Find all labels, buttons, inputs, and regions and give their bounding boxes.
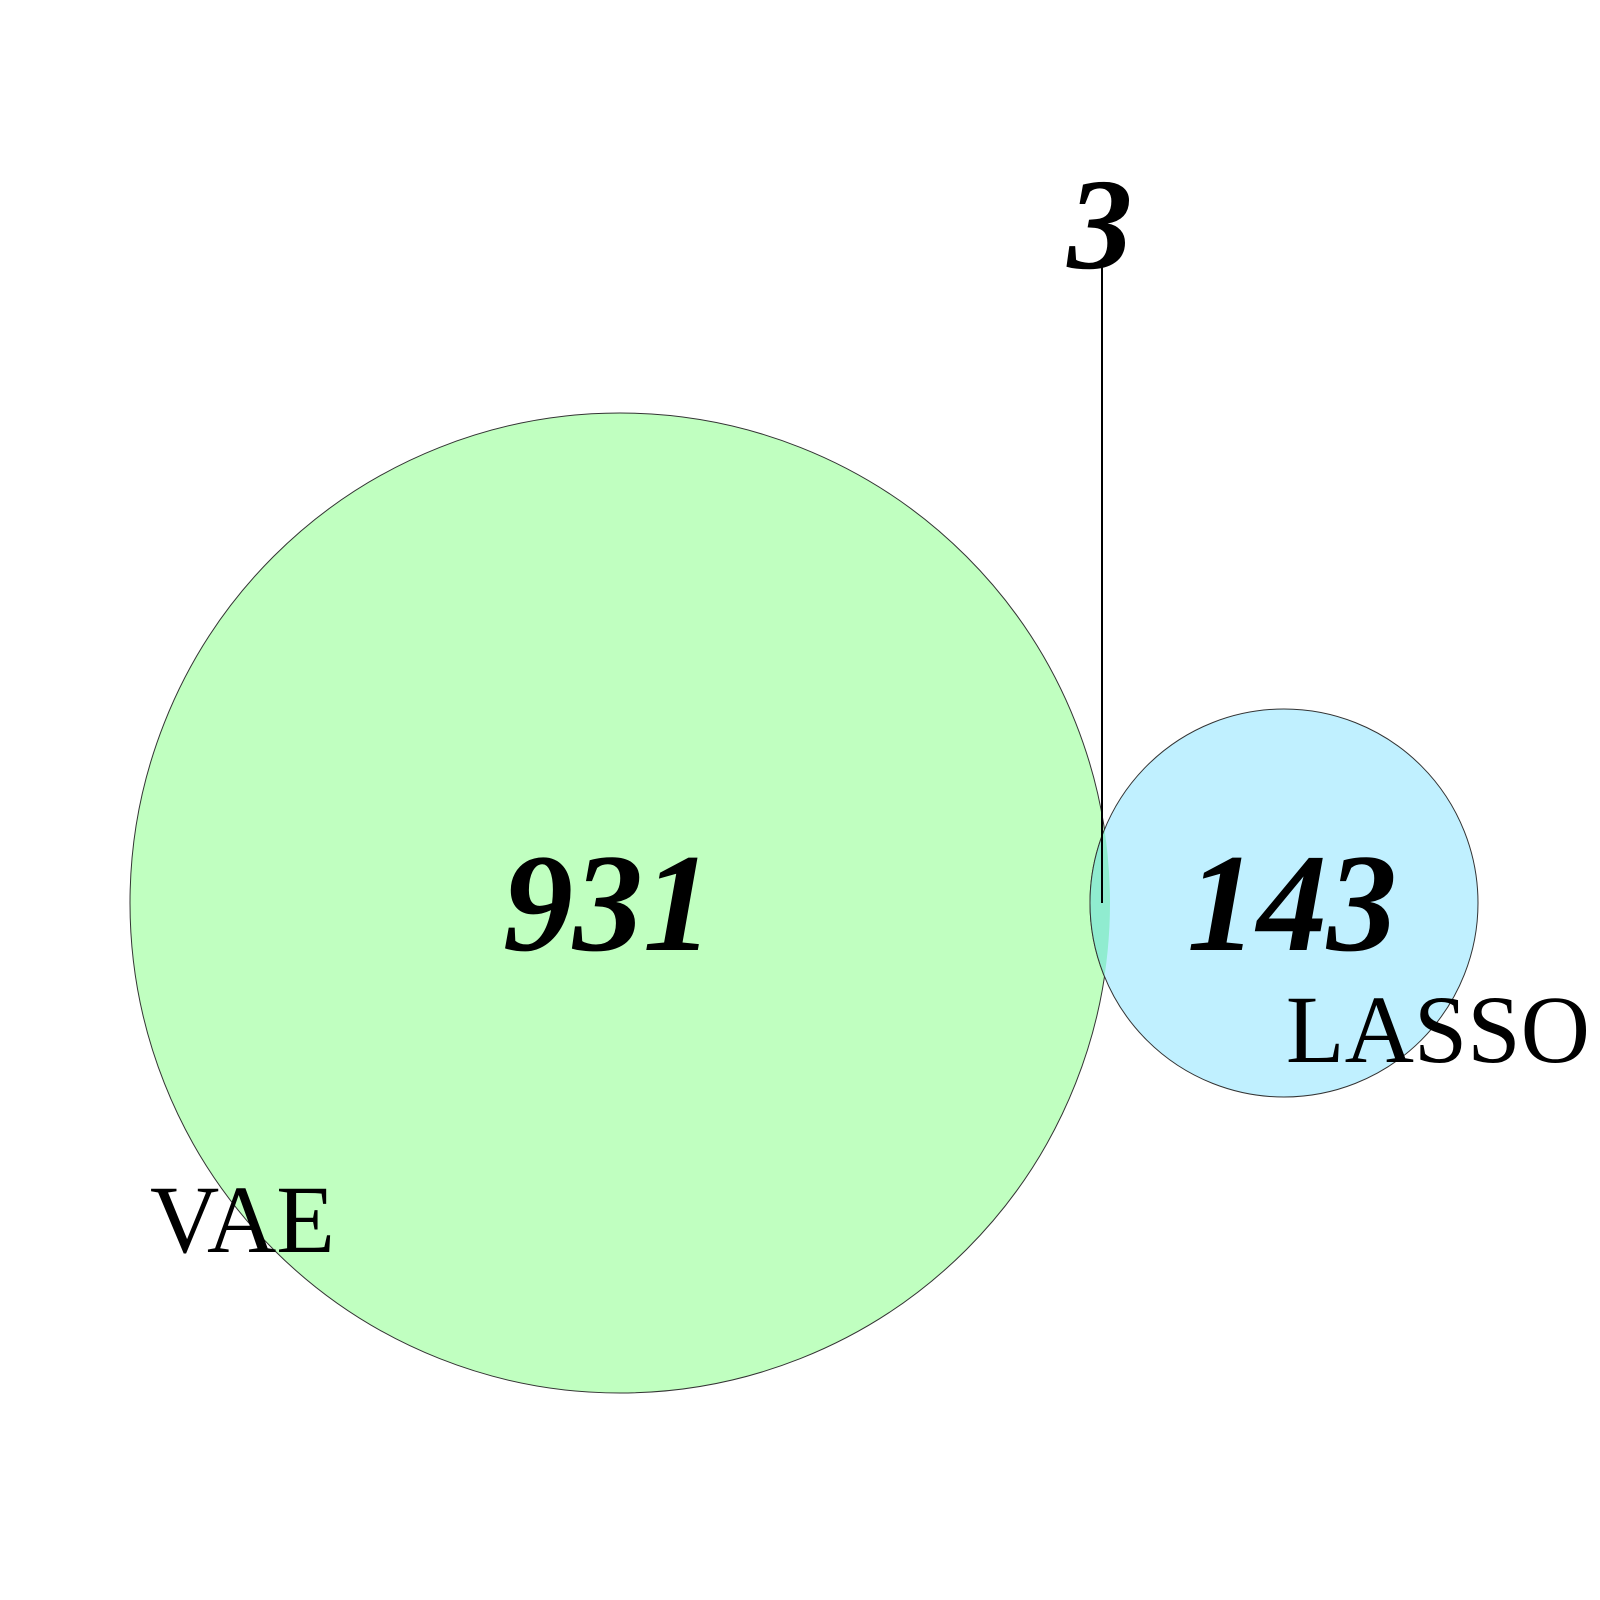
- vae-only-count: 931: [503, 826, 713, 981]
- lasso-label: LASSO: [1286, 976, 1590, 1083]
- intersection-region: [1089, 708, 1110, 1098]
- intersection-count: 3: [1066, 153, 1133, 297]
- vae-label: VAE: [150, 1166, 335, 1273]
- lasso-only-count: 143: [1187, 826, 1397, 981]
